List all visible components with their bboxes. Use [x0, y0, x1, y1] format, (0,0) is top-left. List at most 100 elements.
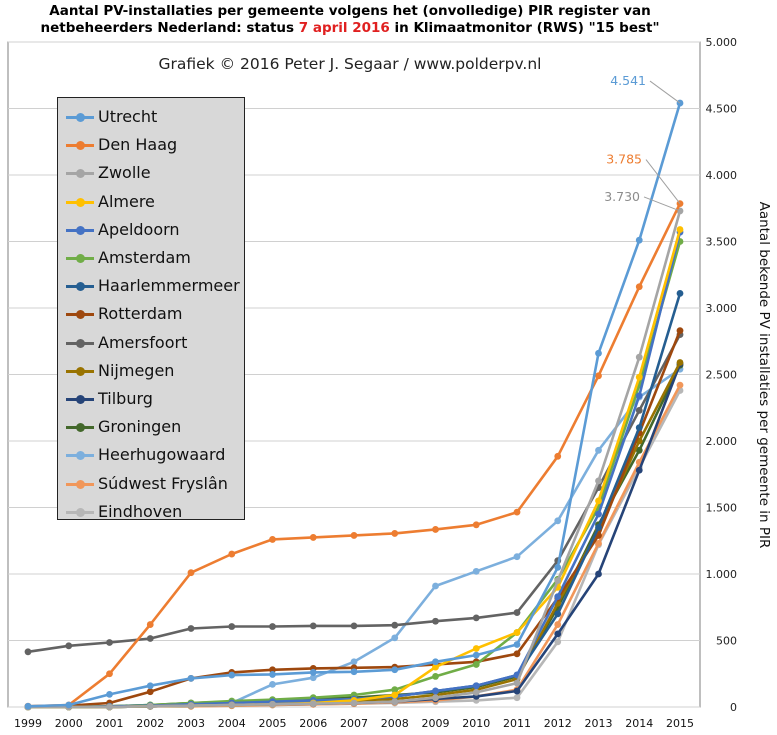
data-point [309, 534, 317, 541]
data-point [676, 289, 684, 297]
data-point [595, 510, 602, 518]
x-tick-label: 2013 [585, 717, 613, 730]
data-point [24, 702, 32, 710]
data-point [432, 673, 439, 680]
data-point [146, 688, 154, 696]
data-point [269, 666, 276, 674]
data-point [595, 524, 602, 531]
legend-item: Almere [58, 189, 244, 217]
y-tick-label: 4.500 [706, 103, 738, 116]
data-point [472, 567, 480, 575]
x-tick-label: 2010 [462, 717, 490, 730]
data-point [554, 577, 562, 585]
x-tick-label: 2003 [177, 717, 205, 730]
data-point [187, 675, 195, 682]
data-point [24, 648, 32, 656]
legend-swatch-marker [76, 169, 85, 179]
data-point [513, 609, 521, 616]
data-point [187, 625, 195, 632]
data-point [228, 550, 236, 558]
data-point [65, 642, 73, 650]
data-point [595, 540, 602, 547]
y-tick-label: 3.000 [706, 302, 738, 315]
data-point [595, 446, 602, 454]
legend-label: Rotterdam [98, 304, 183, 324]
legend-label: Groningen [98, 417, 182, 437]
data-point [513, 687, 521, 695]
legend-swatch [66, 225, 94, 236]
data-point [350, 622, 358, 630]
x-tick-label: 2014 [625, 717, 653, 730]
legend-swatch-marker [76, 282, 85, 292]
x-tick-label: 1999 [14, 717, 42, 730]
data-point [595, 349, 602, 357]
data-point [472, 688, 480, 696]
title-line-2-end: in Klimaatmonitor (RWS) "15 best" [389, 20, 660, 36]
data-point [676, 327, 684, 335]
y-tick-label: 2.500 [706, 369, 738, 382]
legend-item: Tilburg [58, 386, 244, 414]
data-point [676, 359, 684, 366]
data-point [146, 682, 154, 690]
legend-swatch-marker [76, 423, 85, 433]
data-point [228, 701, 236, 709]
legend-label: Apeldoorn [98, 219, 180, 239]
y-axis-label: Aantal bekende PV installaties per gemee… [756, 202, 772, 549]
legend-label: Den Haag [98, 135, 178, 155]
legend-label: Utrecht [98, 107, 158, 126]
y-tick-label: 2.000 [706, 435, 738, 448]
data-point [269, 623, 276, 630]
data-point [269, 536, 276, 543]
x-tick-label: 2006 [299, 717, 327, 730]
legend-swatch [66, 451, 94, 461]
data-point [432, 663, 439, 671]
legend-item: Den Haag [58, 132, 244, 160]
data-point [309, 669, 317, 676]
legend-swatch [66, 423, 94, 433]
data-point [595, 372, 602, 380]
x-tick-label: 2009 [422, 717, 450, 730]
chart-legend: Utrecht Den Haag Zwolle Almere Apeldoorn Amst… [57, 97, 245, 521]
data-point [228, 623, 236, 630]
data-point [635, 353, 643, 361]
data-point [391, 530, 399, 537]
data-point [391, 666, 399, 674]
data-point [65, 701, 73, 709]
y-tick-label: 1.000 [706, 568, 738, 581]
legend-label: Nijmegen [98, 360, 175, 380]
data-point [513, 679, 521, 687]
legend-swatch-marker [76, 225, 85, 235]
data-point [554, 593, 562, 601]
legend-item: Groningen [58, 414, 244, 442]
x-tick-label: 2012 [544, 717, 572, 730]
legend-item: Rotterdam [58, 301, 244, 329]
legend-swatch [66, 366, 94, 377]
legend-item: Apeldoorn [58, 217, 244, 245]
x-tick-label: 2002 [136, 717, 164, 730]
title-date: 7 april 2016 [298, 20, 390, 36]
data-point [554, 621, 562, 628]
data-point [472, 651, 480, 659]
legend-swatch-marker [76, 507, 85, 517]
legend-item: Heerhugowaard [58, 442, 244, 470]
data-point [309, 622, 317, 630]
data-point [513, 553, 521, 561]
x-tick-label: 2005 [259, 717, 287, 730]
legend-swatch-marker [76, 479, 85, 489]
legend-item: Amsterdam [58, 245, 244, 273]
data-point [635, 373, 643, 381]
x-tick-label: 2001 [96, 717, 124, 730]
data-point [187, 569, 195, 577]
chart-title: Aantal PV-installaties per gemeente volg… [0, 3, 700, 37]
legend-item: Haarlemmermeer [58, 273, 244, 301]
x-tick-label: 2008 [381, 717, 409, 730]
data-point [391, 698, 399, 706]
y-tick-label: 1.500 [706, 502, 738, 515]
data-point [391, 691, 399, 699]
data-point [472, 661, 480, 668]
data-point [432, 617, 439, 625]
legend-label: Súdwest Fryslân [98, 473, 228, 493]
legend-item: Utrecht [58, 104, 244, 132]
data-point [595, 497, 602, 505]
data-point [350, 532, 358, 539]
